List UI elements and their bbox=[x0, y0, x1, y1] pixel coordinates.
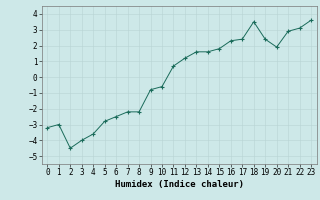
X-axis label: Humidex (Indice chaleur): Humidex (Indice chaleur) bbox=[115, 180, 244, 189]
